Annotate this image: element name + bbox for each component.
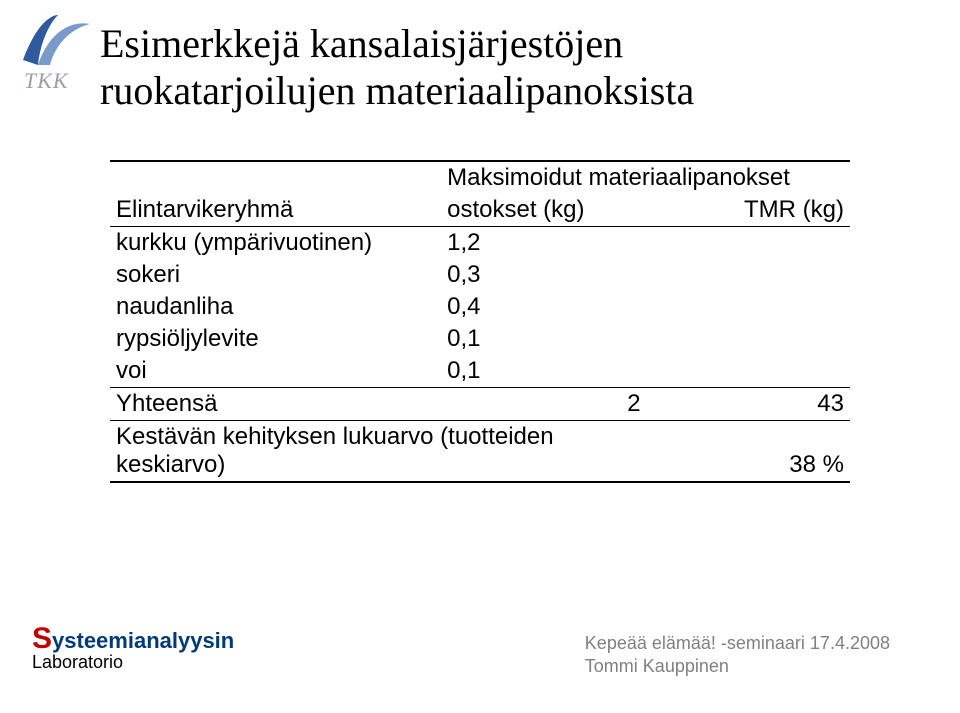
footnote-label: Kestävän kehityksen lukuarvo (tuotteiden… — [110, 421, 647, 483]
row-value-1: 1,2 — [441, 227, 647, 260]
logo-text: TKK — [24, 68, 69, 94]
row-label: rypsiöljylevite — [110, 323, 441, 355]
row-value-2 — [647, 259, 850, 291]
row-value-1: 0,4 — [441, 291, 647, 323]
row-value-2 — [647, 227, 850, 260]
footer-right: Kepeää elämää! -seminaari 17.4.2008 Tomm… — [585, 632, 890, 677]
table-row: voi 0,1 — [110, 355, 850, 388]
table-header-col2a: ostokset (kg) — [441, 194, 647, 227]
row-label: sokeri — [110, 259, 441, 291]
row-label: voi — [110, 355, 441, 388]
slide: TKK Esimerkkejä kansalaisjärjestöjen ruo… — [0, 0, 960, 713]
table-footnote-row: Kestävän kehityksen lukuarvo (tuotteiden… — [110, 421, 850, 483]
logo-swoosh-icon — [18, 10, 98, 70]
table-row: sokeri 0,3 — [110, 259, 850, 291]
table-total-row: Yhteensä 2 43 — [110, 388, 850, 421]
total-label: Yhteensä — [110, 388, 441, 421]
table-row: rypsiöljylevite 0,1 — [110, 323, 850, 355]
footer-org-name: Systeemianalyysin — [32, 622, 234, 656]
row-label: kurkku (ympärivuotinen) — [110, 227, 441, 260]
table-header-col1: Elintarvikeryhmä — [110, 161, 441, 227]
table-header-col2b: TMR (kg) — [647, 194, 850, 227]
footnote-value: 38 % — [647, 421, 850, 483]
slide-title: Esimerkkejä kansalaisjärjestöjen ruokata… — [100, 20, 920, 114]
row-value-1: 0,1 — [441, 355, 647, 388]
footer-org-rest: ysteemianalyysin — [52, 628, 234, 653]
footer-left: Systeemianalyysin Laboratorio — [32, 622, 234, 673]
table-row: kurkku (ympärivuotinen) 1,2 — [110, 227, 850, 260]
total-value-1: 2 — [441, 388, 647, 421]
row-label: naudanliha — [110, 291, 441, 323]
footer-author: Tommi Kauppinen — [585, 655, 890, 678]
row-value-2 — [647, 355, 850, 388]
footer-event: Kepeää elämää! -seminaari 17.4.2008 — [585, 632, 890, 655]
row-value-1: 0,3 — [441, 259, 647, 291]
title-line-1: Esimerkkejä kansalaisjärjestöjen — [100, 20, 920, 67]
row-value-2 — [647, 323, 850, 355]
row-value-2 — [647, 291, 850, 323]
table-row: naudanliha 0,4 — [110, 291, 850, 323]
table-header-span: Maksimoidut materiaalipanokset — [441, 161, 850, 194]
title-line-2: ruokatarjoilujen materiaalipanoksista — [100, 67, 920, 114]
row-value-1: 0,1 — [441, 323, 647, 355]
data-table: Elintarvikeryhmä Maksimoidut materiaalip… — [110, 160, 850, 483]
total-value-2: 43 — [647, 388, 850, 421]
footer-org-cap: S — [32, 622, 52, 655]
tkk-logo: TKK — [18, 10, 98, 100]
